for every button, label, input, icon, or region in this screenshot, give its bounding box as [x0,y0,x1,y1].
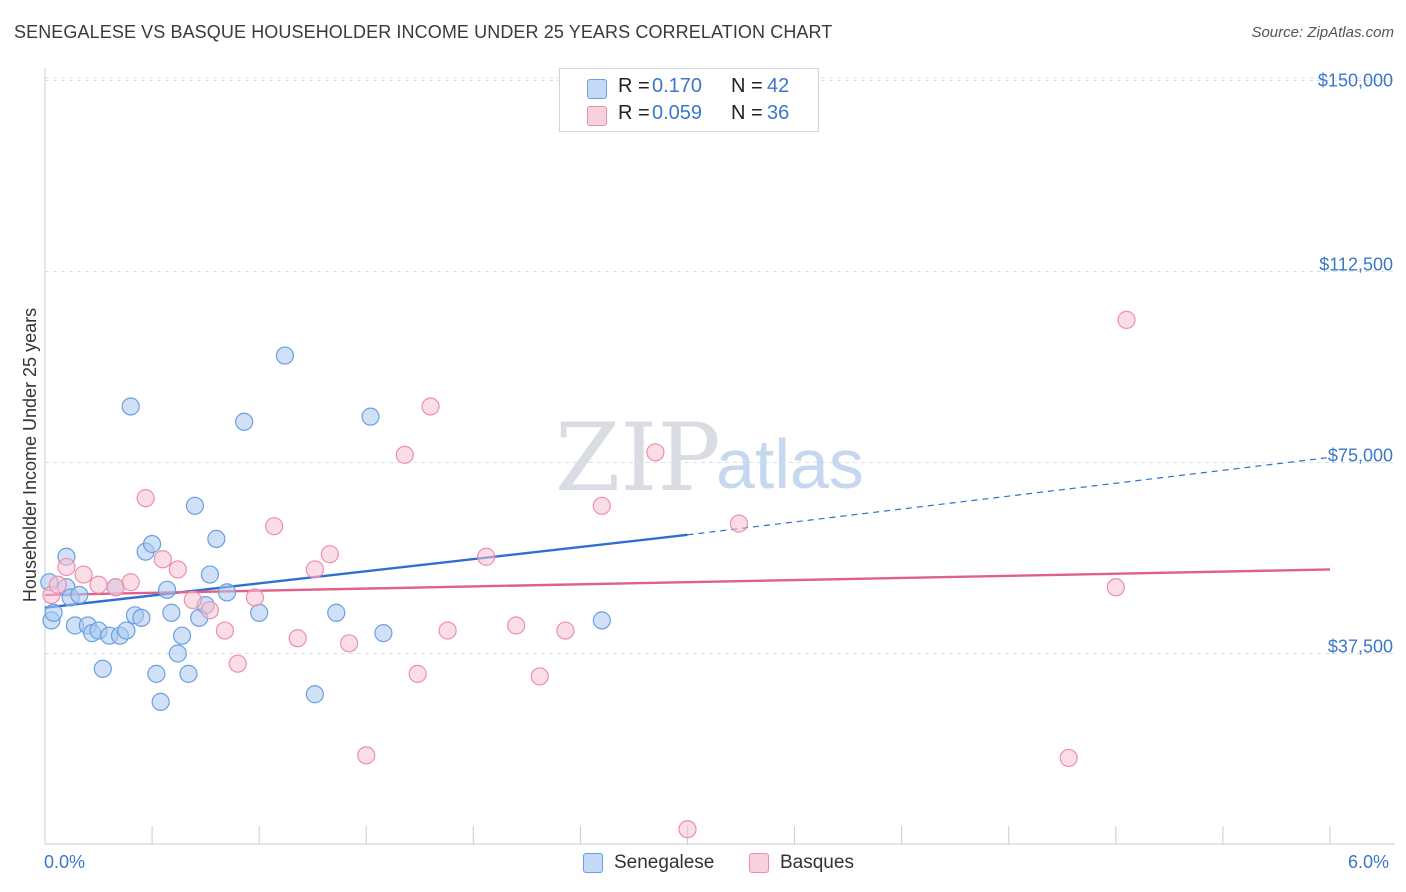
data-point-senegalese [179,664,198,683]
data-point-basques [89,575,108,594]
data-point-senegalese [157,580,177,599]
data-point-basques [530,667,549,686]
data-point-basques [340,634,359,653]
data-point-senegalese [250,603,269,622]
data-point-basques [121,573,140,592]
data-point-basques [357,746,376,765]
data-point-basques [592,496,611,515]
legend-row-senegalese: R = 0.170 N = 42 [560,75,818,101]
data-point-senegalese [235,412,254,431]
data-point-basques [320,545,339,564]
chart-title: SENEGALESE VS BASQUE HOUSEHOLDER INCOME … [14,22,833,42]
watermark-atlas: atlas [716,425,864,503]
legend-r-label: R = [618,102,650,124]
x-axis-max-label: 6.0% [1348,852,1390,872]
trend-line-senegalese [44,533,688,609]
trend-line-basques [44,568,1331,597]
watermark-zip: ZIP [555,404,721,513]
data-point-basques [305,560,324,579]
data-point-basques [395,445,414,464]
data-point-basques [215,621,234,640]
data-point-basques [245,588,264,607]
legend-r-label: R = [618,75,650,97]
data-point-senegalese [275,346,294,365]
data-point-senegalese [207,529,226,549]
data-point-senegalese [361,407,380,426]
data-point-basques [477,547,496,566]
data-point-basques [265,517,284,536]
data-point-senegalese [44,603,63,622]
y-tick-labels: $37,500 $75,000 $112,500 $150,000 [1318,71,1393,657]
y-tick-label: $112,500 [1319,255,1393,275]
data-point-basques [421,397,440,416]
legend-n-value: 36 [767,102,790,124]
data-point-basques [136,489,155,508]
x-axis-min-label: 0.0% [44,852,86,872]
data-point-basques [507,616,526,635]
watermark: ZIP atlas [555,404,864,513]
legend-n-value: 42 [767,75,790,97]
bottom-legend-label-basques: Basques [780,852,854,873]
data-point-basques [1117,310,1136,329]
data-point-basques [153,550,172,569]
data-point-basques [729,514,749,533]
y-tick-label: $37,500 [1328,637,1393,657]
data-point-senegalese [142,534,162,554]
y-tick-label: $75,000 [1328,446,1393,466]
data-point-basques [678,820,697,839]
data-point-senegalese [217,583,237,602]
source-label: Source: ZipAtlas.com [1251,24,1394,41]
data-point-senegalese [168,644,187,663]
data-point-basques [556,621,575,640]
data-point-senegalese [151,692,170,711]
data-point-basques [646,443,665,462]
data-point-senegalese [327,603,346,622]
data-point-basques [57,557,76,577]
data-point-basques [183,590,202,610]
y-tick-label: $150,000 [1318,71,1393,91]
data-point-senegalese [172,626,192,645]
data-point-basques [438,621,457,640]
data-point-basques [74,565,93,584]
legend-n-label: N = [731,102,763,124]
data-point-basques [1106,578,1125,597]
legend-swatch-basques [587,106,607,126]
legend-row-basques: R = 0.059 N = 36 [560,102,818,128]
y-axis-title: Householder Income Under 25 years [20,308,40,602]
data-point-senegalese [132,608,151,627]
data-point-senegalese [70,585,89,605]
data-point-senegalese [305,685,324,704]
bottom-legend-label-senegalese: Senegalese [614,852,715,873]
data-point-basques [228,654,247,673]
gridlines [45,77,1395,654]
legend-swatch-senegalese [587,79,607,99]
bottom-legend-swatch-senegalese [583,853,603,873]
legend-n-label: N = [731,75,763,97]
data-point-senegalese [147,664,166,683]
data-point-basques [48,575,67,594]
data-point-basques [288,629,307,648]
data-points [40,310,1136,839]
legend-r-value: 0.059 [652,102,703,124]
trend-line-extension [687,456,1331,536]
data-point-senegalese [162,603,181,622]
data-point-senegalese [121,397,140,416]
data-point-basques [408,664,427,683]
data-point-senegalese [374,624,393,643]
data-point-senegalese [592,611,611,630]
data-point-senegalese [200,565,220,584]
data-point-senegalese [117,621,136,640]
data-point-basques [1059,748,1078,768]
data-point-basques [200,601,220,620]
data-point-basques [168,560,187,579]
legend-r-value: 0.170 [652,75,703,97]
data-point-senegalese [185,496,205,515]
data-point-senegalese [93,659,112,678]
bottom-legend-swatch-basques [749,853,769,873]
stats-legend: R = 0.170 N = 42 R = 0.059 N = 36 [559,68,819,132]
